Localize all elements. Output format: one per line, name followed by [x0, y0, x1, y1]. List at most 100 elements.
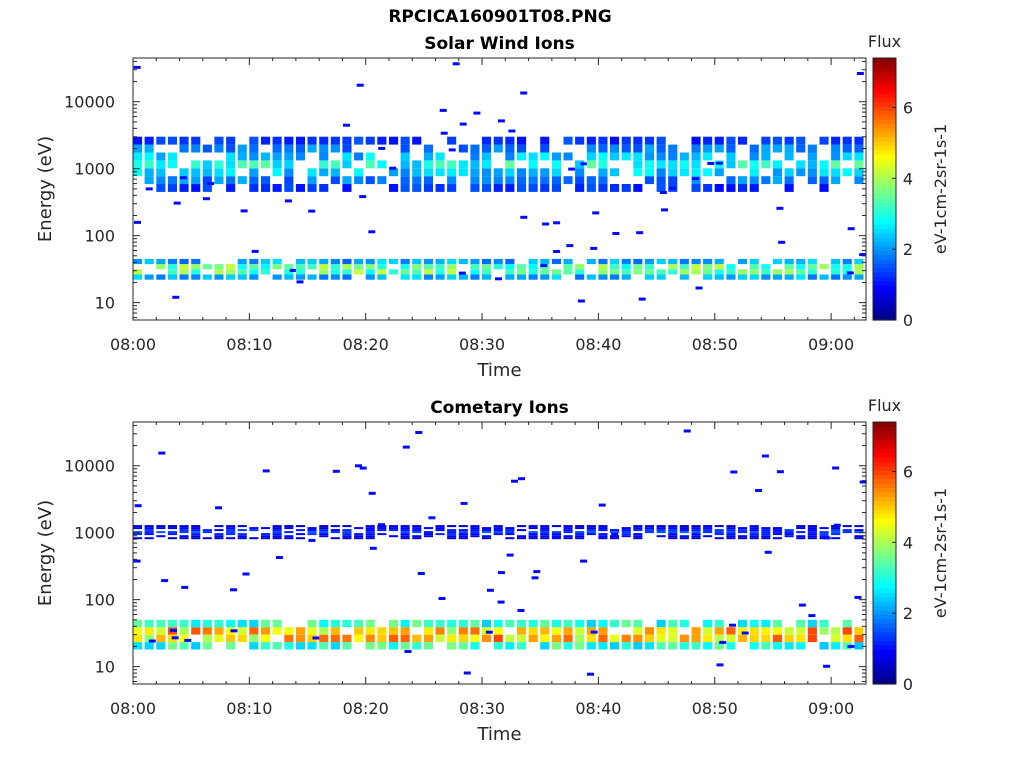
heatmap-cell	[179, 531, 189, 534]
heatmap-cell	[563, 619, 573, 628]
heatmap-cell	[691, 535, 701, 538]
heatmap-cell	[796, 531, 806, 534]
colorbar-step	[873, 531, 896, 537]
heatmap-cell	[859, 480, 867, 484]
heatmap-cell	[598, 168, 608, 177]
colorbar-step	[873, 679, 896, 685]
heatmap-cell	[319, 152, 329, 161]
heatmap-cell	[400, 144, 410, 153]
colorbar-step	[873, 640, 896, 646]
heatmap-cell	[703, 525, 713, 528]
heatmap-cell	[435, 264, 445, 270]
colorbar-step	[873, 609, 896, 615]
x-tick-label: 08:40	[575, 335, 621, 354]
heatmap-cell	[447, 619, 457, 628]
colorbar-step	[873, 670, 896, 676]
heatmap-cell	[668, 160, 678, 169]
heatmap-cell	[342, 184, 352, 192]
heatmap-cell	[295, 627, 305, 635]
heatmap-cell	[586, 176, 596, 185]
heatmap-cell	[847, 644, 855, 648]
heatmap-cell	[796, 537, 806, 540]
heatmap-cell	[563, 258, 573, 265]
heatmap-cell	[505, 634, 515, 643]
heatmap-cell	[621, 144, 631, 153]
heatmap-cell	[715, 161, 723, 165]
heatmap-cell	[214, 274, 224, 280]
heatmap-cell	[679, 529, 689, 532]
heatmap-cell	[668, 529, 678, 532]
colorbar-step	[873, 662, 896, 668]
heatmap-cell	[854, 642, 864, 650]
heatmap-cell	[389, 642, 399, 650]
heatmap-cell	[156, 274, 166, 280]
heatmap-cell	[854, 144, 864, 153]
heatmap-cell	[854, 168, 864, 177]
heatmap-cell	[423, 627, 433, 635]
heatmap-cell	[749, 531, 759, 534]
heatmap-cell	[368, 491, 376, 495]
heatmap-cell	[319, 168, 329, 177]
heatmap-cell	[842, 525, 852, 528]
heatmap-cell	[598, 529, 608, 532]
heatmap-cell	[610, 537, 620, 540]
heatmap-cell	[796, 642, 806, 650]
heatmap-cell	[470, 619, 480, 628]
heatmap-cell	[179, 168, 189, 177]
heatmap-cell	[726, 152, 736, 161]
heatmap-cell	[691, 525, 701, 528]
heatmap-cell	[447, 176, 457, 185]
heatmap-cell	[179, 619, 189, 628]
heatmap-cell	[551, 274, 561, 280]
heatmap-cell	[807, 527, 817, 530]
heatmap-cell	[144, 258, 154, 265]
heatmap-cell	[563, 535, 573, 538]
heatmap-cell	[202, 634, 212, 643]
heatmap-cell	[563, 264, 573, 270]
heatmap-cell	[226, 531, 236, 534]
heatmap-cell	[656, 269, 666, 275]
heatmap-cell	[133, 258, 143, 265]
heatmap-cell	[598, 535, 608, 538]
heatmap-cell	[400, 168, 410, 177]
heatmap-cell	[156, 136, 166, 145]
heatmap-cell	[633, 529, 643, 532]
heatmap-cell	[156, 535, 166, 538]
colorbar-step	[873, 544, 896, 550]
heatmap-cell	[621, 619, 631, 628]
heatmap-cell	[831, 529, 841, 532]
heatmap-cell	[644, 136, 654, 145]
heatmap-cell	[284, 634, 294, 643]
heatmap-cell	[563, 537, 573, 540]
heatmap-cell	[319, 529, 329, 532]
heatmap-cell	[181, 585, 189, 589]
heatmap-cell	[423, 168, 433, 177]
heatmap-cell	[470, 533, 480, 536]
heatmap-cell	[447, 535, 457, 538]
heatmap-cell	[714, 274, 724, 280]
heatmap-cell	[493, 642, 503, 650]
heatmap-cell	[249, 627, 259, 635]
heatmap-cell	[703, 535, 713, 538]
heatmap-cell	[404, 650, 412, 653]
heatmap-cell	[842, 531, 852, 534]
heatmap-cell	[575, 642, 585, 650]
x-tick-label: 08:00	[110, 699, 156, 718]
heatmap-cell	[598, 274, 608, 280]
heatmap-cell	[354, 627, 364, 635]
heatmap-cell	[330, 160, 340, 169]
heatmap-cell	[284, 176, 294, 185]
colorbar-step	[873, 71, 896, 77]
heatmap-cell	[575, 533, 585, 536]
heatmap-cell	[365, 535, 375, 538]
heatmap-cell	[272, 535, 282, 538]
heatmap-cell	[854, 269, 864, 275]
heatmap-cell	[854, 529, 864, 532]
heatmap-cell	[400, 533, 410, 536]
heatmap-cell	[540, 527, 550, 530]
heatmap-cell	[214, 176, 224, 185]
heatmap-cell	[633, 535, 643, 538]
heatmap-cell	[261, 176, 271, 185]
heatmap-cell	[354, 527, 364, 530]
